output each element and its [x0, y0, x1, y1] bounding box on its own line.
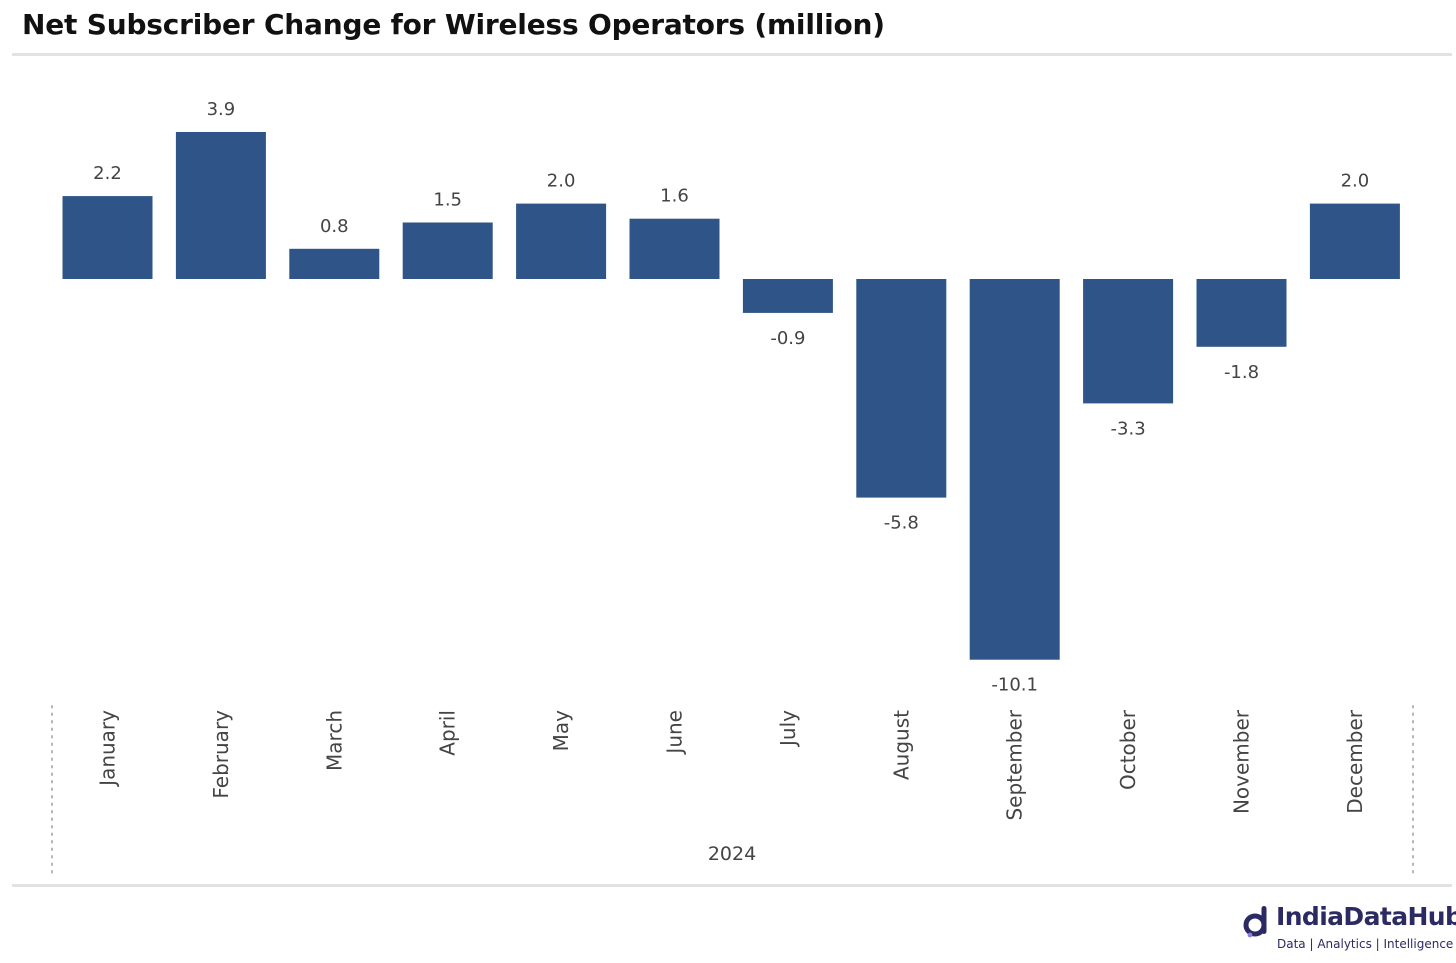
brand-logo: IndiaDataHub Data | Analytics | Intellig…: [1240, 900, 1456, 960]
x-tick-labels-group: January February March April May June July Augu…: [96, 709, 1367, 820]
brand-tagline: Data | Analytics | Intelligence: [1277, 937, 1454, 951]
value-label-june: 1.6: [660, 186, 689, 207]
value-label-october: -3.3: [1111, 418, 1146, 439]
x-tick-label-december: December: [1343, 709, 1367, 813]
value-label-february: 3.9: [207, 99, 236, 120]
value-labels-group: 2.2 3.9 0.8 1.5 2.0 1.6 -0.9 -5.8 -10.1 -3.3 -1.8 2…: [93, 99, 1369, 696]
title-divider: [12, 53, 1452, 56]
brand-name: IndiaDataHub: [1276, 902, 1456, 931]
value-label-december: 2.0: [1341, 171, 1370, 192]
bar-february: [175, 132, 266, 279]
value-label-august: -5.8: [884, 513, 919, 534]
footer-divider: [12, 884, 1452, 887]
x-tick-label-march: March: [322, 710, 346, 771]
bar-may: [516, 203, 607, 279]
value-label-may: 2.0: [547, 171, 576, 192]
x-tick-label-september: September: [1003, 709, 1027, 820]
x-tick-label-october: October: [1116, 709, 1140, 790]
x-tick-label-july: July: [776, 710, 800, 748]
bar-january: [62, 196, 153, 279]
x-tick-label-january: January: [96, 710, 120, 788]
x-tick-label-may: May: [549, 710, 573, 752]
bar-april: [402, 222, 493, 279]
value-label-march: 0.8: [320, 216, 349, 237]
bar-july: [742, 279, 833, 313]
chart-title: Net Subscriber Change for Wireless Opera…: [22, 8, 885, 41]
x-group-label: 2024: [708, 843, 756, 865]
bar-august: [856, 279, 947, 498]
value-label-april: 1.5: [433, 190, 462, 211]
bar-october: [1083, 279, 1174, 404]
value-label-september: -10.1: [991, 675, 1038, 696]
bar-chart: 2.2 3.9 0.8 1.5 2.0 1.6 -0.9 -5.8 -10.1 -3.3 -1.8 2…: [51, 99, 1414, 875]
bar-september: [969, 279, 1060, 660]
value-label-january: 2.2: [93, 163, 122, 184]
logo-mark-icon: [1243, 906, 1267, 938]
bar-march: [289, 248, 380, 279]
bar-december: [1309, 203, 1400, 279]
x-tick-label-november: November: [1230, 709, 1254, 814]
value-label-july: -0.9: [770, 328, 805, 349]
bar-june: [629, 218, 720, 279]
x-tick-label-june: June: [663, 710, 687, 756]
x-tick-label-february: February: [209, 710, 233, 799]
bars-group: [62, 132, 1400, 660]
value-label-november: -1.8: [1224, 362, 1259, 383]
bar-november: [1196, 279, 1287, 347]
x-tick-label-august: August: [889, 710, 913, 780]
x-tick-label-april: April: [436, 710, 460, 756]
